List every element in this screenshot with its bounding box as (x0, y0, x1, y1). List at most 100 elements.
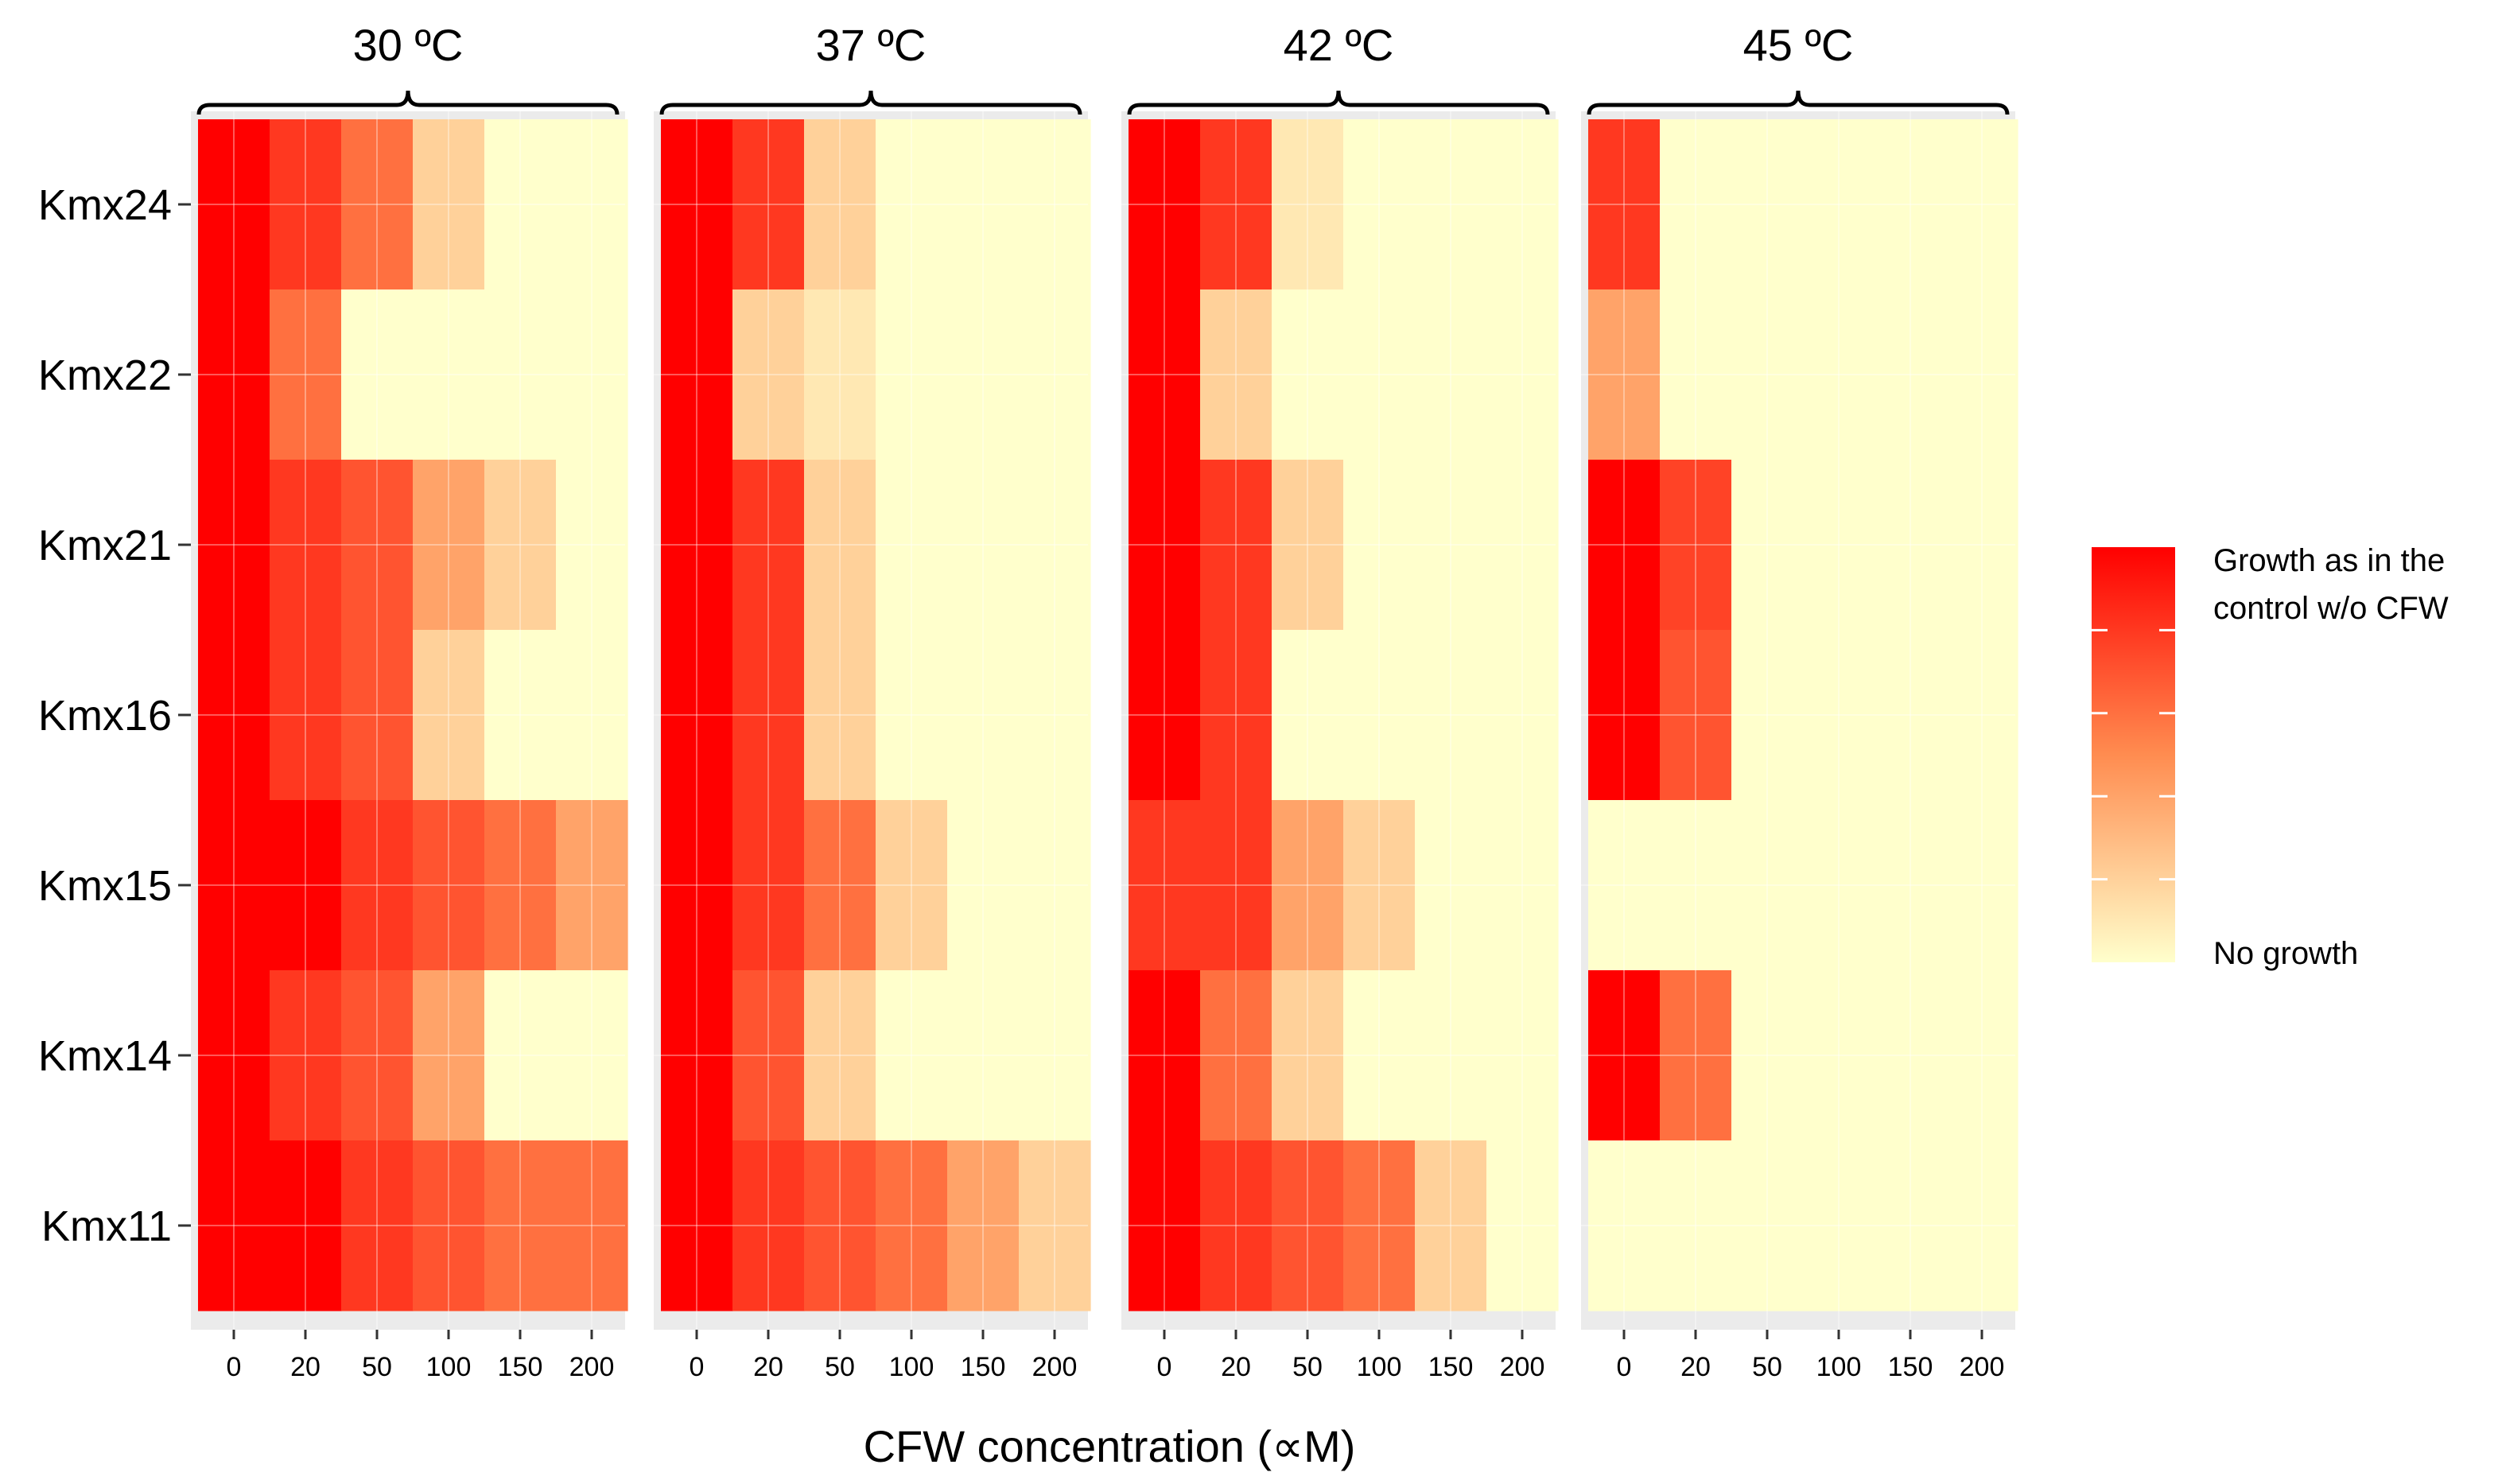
heatmap-cell (341, 119, 414, 290)
x-tick-label: 0 (1617, 1352, 1632, 1382)
heatmap-cell (1486, 289, 1559, 460)
heatmap-cell (341, 630, 414, 801)
heatmap-cell (1129, 630, 1201, 801)
heatmap-cell (1803, 460, 1875, 631)
row-label: Kmx24 (38, 181, 172, 229)
heatmap-cell (876, 289, 948, 460)
heatmap-cell (270, 970, 342, 1141)
heatmap-cell (947, 800, 1020, 971)
heatmap-cell (1660, 1140, 1732, 1311)
heatmap-cell (1731, 1140, 1804, 1311)
x-tick-label: 200 (1960, 1352, 2005, 1382)
heatmap-cell (804, 119, 876, 290)
heatmap-cell (804, 460, 876, 631)
heatmap-cell (1875, 630, 1947, 801)
heatmap-cell (270, 119, 342, 290)
heatmap-cell (1129, 800, 1201, 971)
heatmap-cell (1803, 1140, 1875, 1311)
heatmap-cell (1200, 289, 1272, 460)
x-tick-label: 150 (1428, 1352, 1474, 1382)
heatmap-cell (1272, 970, 1344, 1141)
heatmap-cell (1415, 800, 1487, 971)
heatmap-cell (341, 289, 414, 460)
heatmap-cell (1731, 460, 1804, 631)
heatmap-cell (413, 119, 485, 290)
heatmap-cell (413, 630, 485, 801)
panel-bracket (1127, 90, 1550, 115)
heatmap-cell (1019, 1140, 1091, 1311)
heatmap-cell (1946, 630, 2018, 801)
heatmap-cell (198, 630, 270, 801)
heatmap-cell (413, 460, 485, 631)
panel-4: 0 20 50 100 150 200 45 ºC (1581, 20, 2018, 1382)
heatmap-cell (1946, 800, 2018, 971)
x-axis-title: CFW concentration (∝M) (864, 1421, 1356, 1471)
x-tick-label: 50 (825, 1352, 855, 1382)
heatmap-cell (1731, 970, 1804, 1141)
heatmap-cell (1486, 630, 1559, 801)
heatmap-cell (1660, 630, 1732, 801)
heatmap-cell (947, 1140, 1020, 1311)
heatmap-cell (341, 970, 414, 1141)
heatmap-cell (732, 970, 805, 1141)
x-tick-label: 20 (753, 1352, 783, 1382)
heatmap-cell (1272, 460, 1344, 631)
legend-low-label: No growth (2213, 936, 2358, 971)
heatmap-cell (1343, 800, 1416, 971)
heatmap-cell (484, 460, 557, 631)
heatmap-cell (804, 970, 876, 1141)
panel-title: 45 ºC (1743, 20, 1854, 70)
heatmap-cell (947, 460, 1020, 631)
heatmap-cell (732, 119, 805, 290)
heatmap-cell (1129, 1140, 1201, 1311)
heatmap-cell (1875, 460, 1947, 631)
heatmap-cell (556, 1140, 628, 1311)
heatmap-cell (1875, 800, 1947, 971)
x-tick-label: 150 (961, 1352, 1006, 1382)
heatmap-cell (198, 460, 270, 631)
heatmap-cell (732, 630, 805, 801)
heatmap-cell (1946, 460, 2018, 631)
x-tick-label: 200 (1500, 1352, 1545, 1382)
row-label: Kmx22 (38, 352, 172, 399)
row-label: Kmx21 (38, 522, 172, 569)
heatmap-cell (1272, 289, 1344, 460)
heatmap-cell (1588, 119, 1661, 290)
heatmap-cell (1486, 970, 1559, 1141)
heatmap-cell (1486, 1140, 1559, 1311)
x-tick-label: 200 (1032, 1352, 1078, 1382)
x-tick-label: 150 (1888, 1352, 1933, 1382)
heatmap-cell (556, 460, 628, 631)
heatmap-cell (1343, 970, 1416, 1141)
heatmap-cell (1486, 460, 1559, 631)
x-tick-label: 20 (1221, 1352, 1251, 1382)
heatmap-cell (1803, 119, 1875, 290)
heatmap-cell (804, 800, 876, 971)
heatmap-cell (804, 289, 876, 460)
heatmap-cell (341, 1140, 414, 1311)
heatmap-cell (1200, 1140, 1272, 1311)
heatmap-cell (198, 119, 270, 290)
x-tick-label: 200 (569, 1352, 615, 1382)
heatmap-cell (556, 800, 628, 971)
panel-title: 37 ºC (816, 20, 927, 70)
heatmap-cell (1588, 630, 1661, 801)
heatmap-cell (1129, 460, 1201, 631)
heatmap-cell (484, 289, 557, 460)
panel-3: 0 20 50 100 150 200 42 ºC (1121, 20, 1559, 1382)
heatmap-cell (1415, 460, 1487, 631)
heatmap-cell (876, 460, 948, 631)
x-tick-label: 20 (1680, 1352, 1711, 1382)
heatmap-cell (1803, 800, 1875, 971)
heatmap-cell (661, 119, 733, 290)
heatmap-cell (1803, 970, 1875, 1141)
heatmap-cell (1660, 970, 1732, 1141)
heatmap-cell (270, 800, 342, 971)
heatmap-cell (804, 1140, 876, 1311)
heatmap-cell (556, 630, 628, 801)
heatmap-cell (947, 630, 1020, 801)
x-tick-label: 100 (889, 1352, 934, 1382)
heatmap-cell (1588, 289, 1661, 460)
legend-high-label-line1: Growth as in the (2213, 543, 2445, 578)
